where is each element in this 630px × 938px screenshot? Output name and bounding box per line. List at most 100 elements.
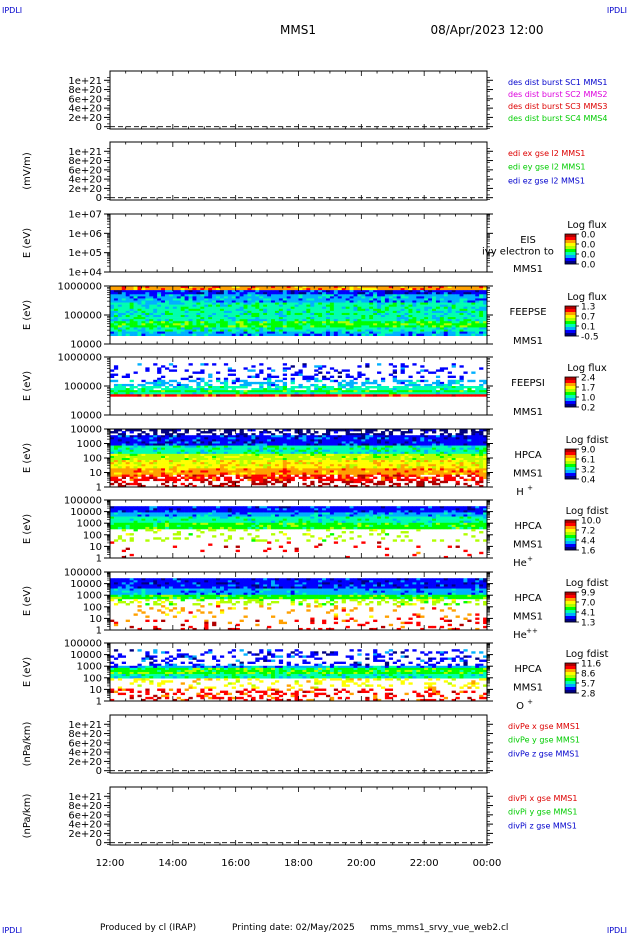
spectrogram-cell [456, 380, 460, 382]
spectrogram-cell [342, 294, 346, 296]
spectrogram-cell [149, 441, 153, 443]
spectrogram-cell [271, 298, 275, 300]
spectrogram-cell [420, 452, 424, 454]
spectrogram-cell [369, 437, 373, 439]
spectrogram-cell [377, 296, 381, 298]
spectrogram-cell [471, 327, 475, 329]
spectrogram-cell [145, 441, 149, 443]
spectrogram-cell [196, 456, 200, 458]
spectrogram-cell [389, 309, 393, 311]
spectrogram-cell [456, 296, 460, 298]
spectrogram-cell [283, 454, 287, 456]
spectrogram-cell [299, 332, 303, 334]
spectrogram-cell [161, 334, 165, 336]
spectrogram-cell [405, 296, 409, 298]
spectrogram-cell [240, 444, 244, 446]
spectrogram-cell [177, 448, 181, 450]
spectrogram-cell [408, 327, 412, 329]
spectrogram-cell [165, 323, 169, 325]
spectrogram-cell [467, 325, 471, 327]
y-tick-label: 1e+07 [68, 210, 102, 221]
spectrogram-cell [291, 307, 295, 309]
spectrogram-cell [338, 301, 342, 303]
spectrogram-cell [295, 292, 299, 294]
spectrogram-cell [216, 334, 220, 336]
spectrogram-cell [287, 321, 291, 323]
spectrogram-cell [299, 334, 303, 336]
spectrogram-cell [126, 392, 130, 394]
spectrogram-cell [456, 452, 460, 454]
spectrogram-cell [381, 288, 385, 290]
spectrogram-cell [408, 323, 412, 325]
spectrogram-cell [471, 437, 475, 439]
spectrogram-cell [169, 369, 173, 371]
spectrogram-cell [110, 388, 114, 390]
spectrogram-cell [389, 305, 393, 307]
spectrogram-cell [149, 446, 153, 448]
spectrogram-cell [236, 433, 240, 435]
spectrogram-cell [377, 439, 381, 441]
spectrogram-cell [346, 394, 350, 396]
spectrogram-cell [177, 325, 181, 327]
spectrogram-cell [326, 323, 330, 325]
spectrogram-cell [463, 334, 467, 336]
spectrogram-cell [244, 296, 248, 298]
spectrogram-cell [189, 437, 193, 439]
spectrogram-cell [169, 437, 173, 439]
spectrogram-cell [353, 305, 357, 307]
spectrogram-cell [377, 444, 381, 446]
spectrogram-cell [408, 394, 412, 396]
spectrogram-cell [255, 437, 259, 439]
spectrogram-cell [346, 441, 350, 443]
spectrogram-cell [122, 446, 126, 448]
spectrogram-cell [189, 327, 193, 329]
spectrogram-cell [279, 301, 283, 303]
spectrogram-cell [452, 394, 456, 396]
spectrogram-cell [424, 307, 428, 309]
spectrogram-cell [110, 309, 114, 311]
spectrogram-cell [448, 288, 452, 290]
spectrogram-cell [157, 334, 161, 336]
spectrogram-cell [169, 458, 173, 460]
spectrogram-cell [192, 298, 196, 300]
spectrogram-cell [244, 301, 248, 303]
spectrogram-cell [232, 305, 236, 307]
spectrogram-cell [283, 384, 287, 386]
spectrogram-cell [251, 454, 255, 456]
spectrogram-cell [350, 441, 354, 443]
spectrogram-cell [137, 311, 141, 313]
spectrogram-cell [216, 458, 220, 460]
spectrogram-cell [479, 309, 483, 311]
spectrogram-cell [338, 437, 342, 439]
spectrogram-cell [110, 394, 114, 396]
spectrogram-cell [318, 437, 322, 439]
spectrogram-cell [240, 315, 244, 317]
spectrogram-cell [452, 441, 456, 443]
spectrogram-cell [267, 307, 271, 309]
spectrogram-cell [389, 374, 393, 376]
spectrogram-cell [263, 450, 267, 452]
spectrogram-cell [279, 394, 283, 396]
spectrogram-cell [134, 332, 138, 334]
spectrogram-cell [173, 330, 177, 332]
spectrogram-cell [310, 298, 314, 300]
spectrogram-cell [247, 319, 251, 321]
spectrogram-cell [189, 441, 193, 443]
spectrogram-cell [475, 307, 479, 309]
spectrogram-cell [110, 323, 114, 325]
spectrogram-cell [204, 384, 208, 386]
spectrogram-cell [196, 439, 200, 441]
spectrogram-cell [255, 439, 259, 441]
spectrogram-cell [228, 319, 232, 321]
spectrogram-cell [200, 450, 204, 452]
spectrogram-cell [428, 301, 432, 303]
spectrogram-cell [467, 309, 471, 311]
spectrogram-cell [397, 444, 401, 446]
spectrogram-cell [232, 369, 236, 371]
spectrogram-cell [428, 390, 432, 392]
spectrogram-cell [471, 448, 475, 450]
spectrogram-cell [200, 305, 204, 307]
spectrogram-cell [440, 298, 444, 300]
spectrogram-cell [460, 390, 464, 392]
